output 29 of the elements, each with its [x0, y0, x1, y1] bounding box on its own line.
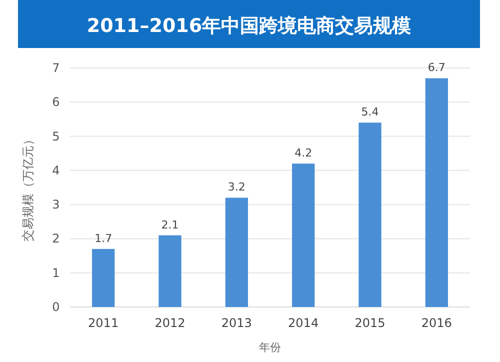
data-label: 6.7 [428, 61, 446, 74]
data-label: 5.4 [361, 106, 379, 119]
x-tick-label: 2012 [154, 316, 186, 330]
y-tick-label: 0 [52, 300, 60, 314]
y-axis-title: 交易规模（万亿元） [21, 134, 35, 242]
y-tick-label: 2 [52, 232, 60, 246]
bar [292, 164, 315, 307]
y-tick-label: 7 [52, 61, 60, 75]
data-label: 2.1 [161, 218, 179, 232]
bar [358, 122, 382, 307]
x-tick-label: 2015 [354, 316, 386, 330]
y-tick-label: 5 [52, 129, 60, 144]
bar [225, 198, 248, 307]
x-tick-label: 2011 [88, 316, 119, 330]
bar [425, 78, 448, 307]
data-label: 4.2 [294, 146, 312, 160]
bar [158, 235, 182, 307]
data-label: 3.2 [228, 180, 246, 194]
y-tick-label: 3 [52, 198, 60, 212]
data-label: 1.7 [94, 232, 112, 245]
x-tick-label: 2014 [288, 316, 319, 330]
x-axis-title: 年份 [259, 341, 281, 354]
bar [92, 248, 115, 307]
y-tick-label: 4 [52, 163, 60, 178]
y-tick-label: 6 [52, 95, 60, 110]
x-tick-label: 2013 [221, 316, 252, 330]
y-tick-label: 1 [52, 266, 60, 280]
chart-title: 2011–2016年中国跨境电商交易规模 [86, 15, 412, 37]
x-tick-label: 2016 [421, 316, 452, 330]
